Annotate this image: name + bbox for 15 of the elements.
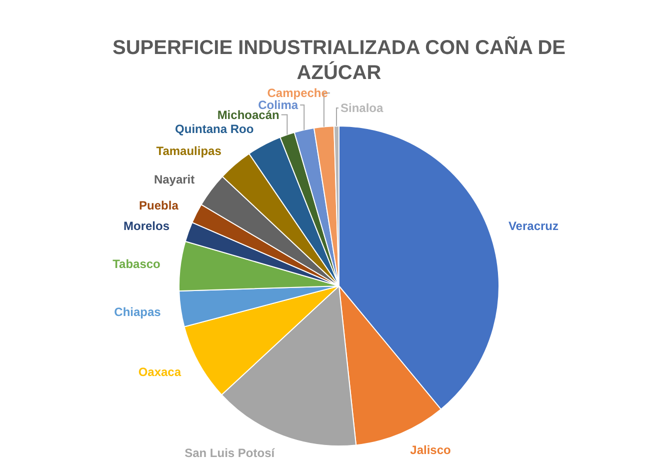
slice-label: Tamaulipas — [156, 144, 222, 158]
slice-label: Campeche — [267, 86, 328, 100]
slice-label: Quintana Roo — [175, 122, 254, 136]
slice-label: Morelos — [124, 218, 170, 233]
slice-label: Veracruz — [508, 218, 559, 233]
slice-label: Sinaloa — [340, 101, 384, 116]
slice-label: Jalisco — [410, 443, 451, 458]
slice-label: Oaxaca — [138, 364, 182, 379]
slice-label: Puebla — [139, 198, 179, 212]
slice-label: Michoacán — [217, 108, 280, 122]
slice-label: San Luis Potosí — [184, 446, 276, 460]
slice-label: Nayarit — [154, 172, 195, 186]
chart-title: SUPERFICIE INDUSTRIALIZADA CON CAÑA DE AZÚCAR — [112, 36, 566, 84]
slice-label: Chiapas — [114, 304, 162, 319]
slice-label: Tabasco — [112, 256, 160, 271]
